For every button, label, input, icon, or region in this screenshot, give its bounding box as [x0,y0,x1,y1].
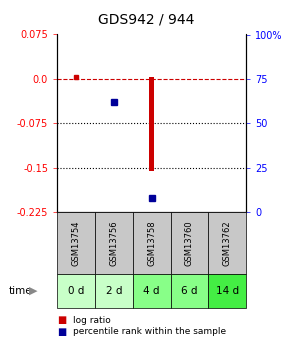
Text: GSM13758: GSM13758 [147,220,156,266]
Text: GDS942 / 944: GDS942 / 944 [98,12,195,26]
Text: 14 d: 14 d [216,286,239,296]
Text: ■: ■ [57,327,67,337]
Text: ■: ■ [57,315,67,325]
Text: log ratio: log ratio [73,316,111,325]
Text: GSM13754: GSM13754 [71,220,81,266]
Text: GSM13762: GSM13762 [223,220,232,266]
Text: 0 d: 0 d [68,286,84,296]
Text: 4 d: 4 d [143,286,160,296]
Text: GSM13756: GSM13756 [109,220,118,266]
Text: GSM13760: GSM13760 [185,220,194,266]
Text: ▶: ▶ [29,286,38,296]
Text: 2 d: 2 d [105,286,122,296]
Bar [149,77,154,171]
Text: 6 d: 6 d [181,286,198,296]
Text: time: time [9,286,33,296]
Text: percentile rank within the sample: percentile rank within the sample [73,327,226,336]
